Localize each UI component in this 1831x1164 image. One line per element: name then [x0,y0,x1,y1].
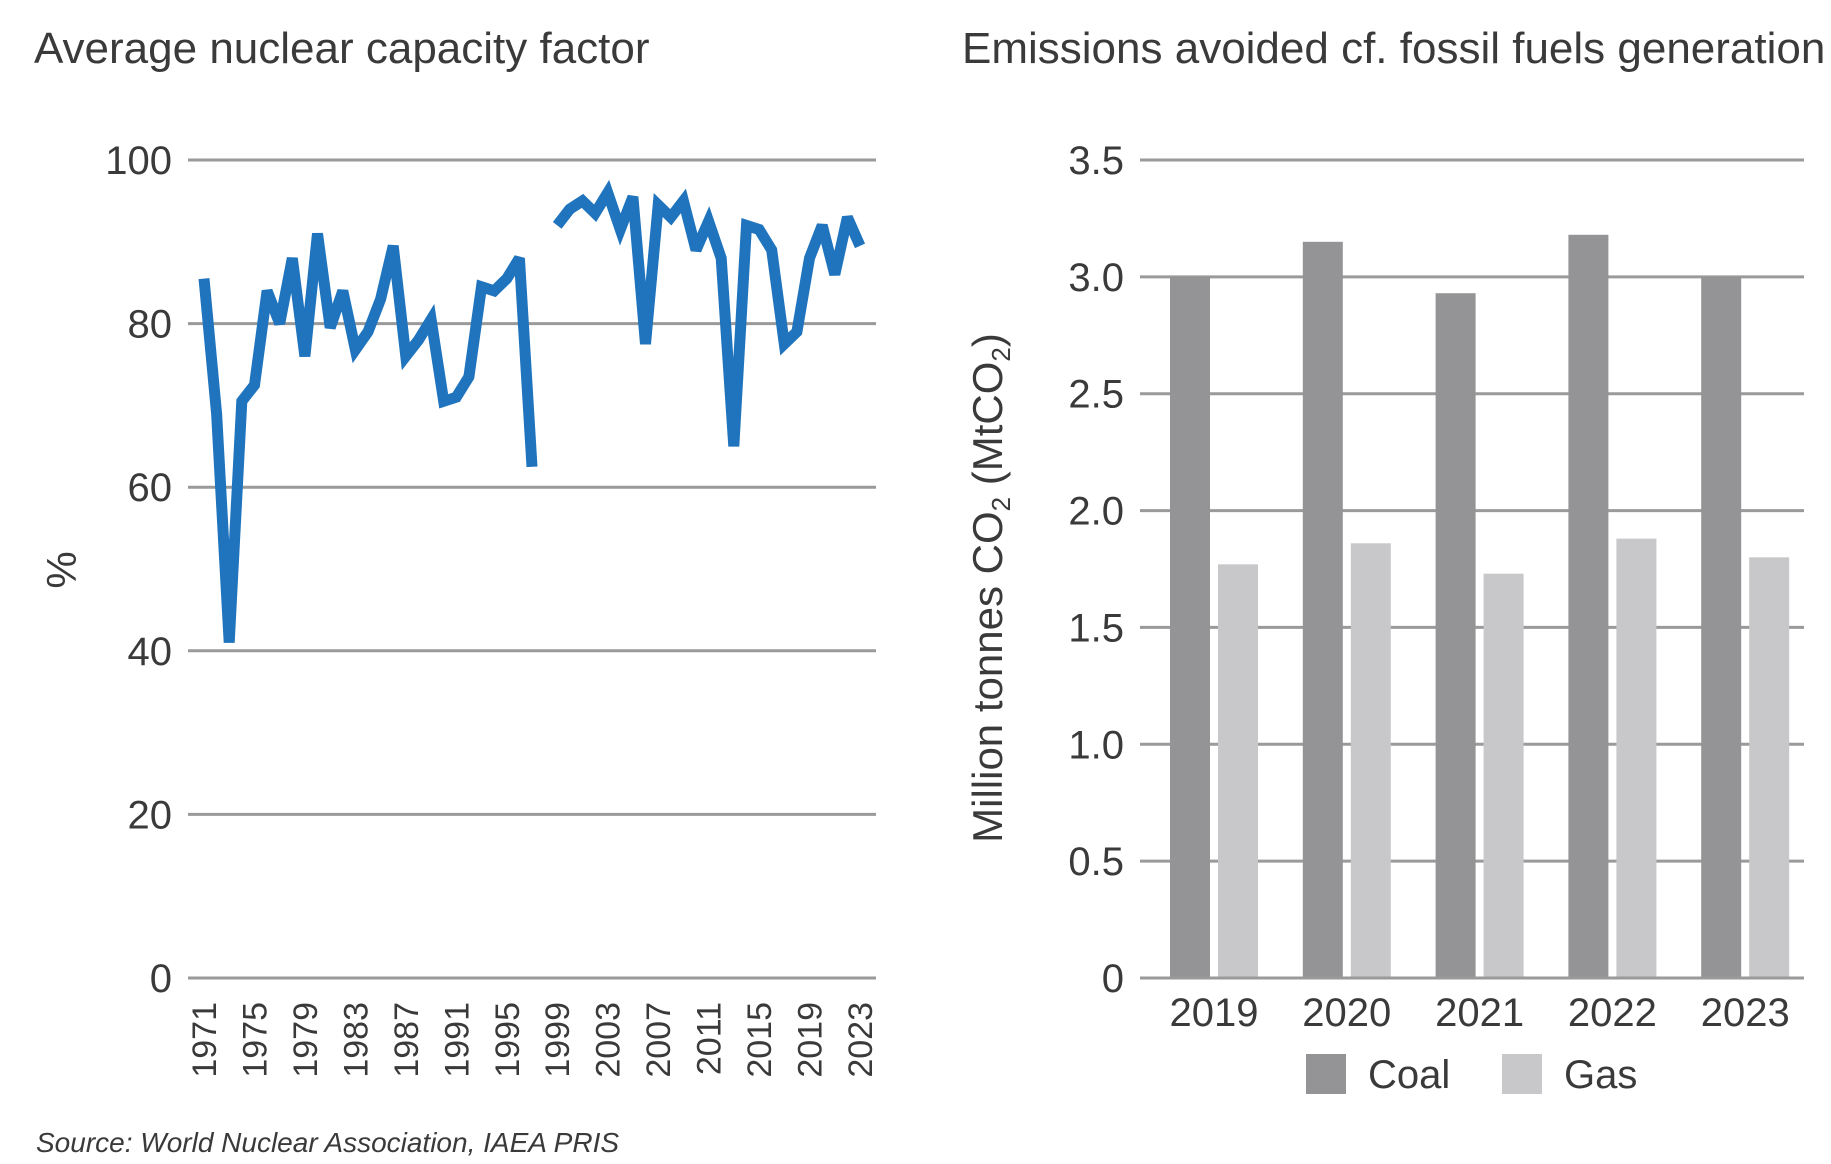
bar-gas-2019 [1218,564,1258,978]
left-x-tick-label: 1995 [489,1002,527,1078]
left-series-line [198,232,538,643]
left-chart-title: Average nuclear capacity factor [34,24,650,73]
left-y-tick-label: 80 [128,303,173,347]
right-y-tick-label: 0 [1102,957,1124,1001]
right-x-tick-label: 2023 [1701,991,1790,1035]
left-y-tick-label: 20 [128,793,173,837]
ylabel-sub2: 2 [986,347,1016,361]
left-chart-series [198,179,866,643]
left-x-tick-label: 1971 [186,1002,224,1078]
left-chart-x-ticks: 1971 1975 1979 1983 1987 1991 1995 1999 2003 2007… [186,1002,880,1078]
ylabel-sub1: 2 [986,497,1016,511]
left-x-tick-label: 2019 [792,1002,830,1078]
right-y-tick-label: 1.5 [1068,606,1124,650]
ylabel-paren-open: (MtCO [964,362,1011,497]
left-x-tick-label: 1987 [388,1002,426,1078]
right-y-tick-label: 2.0 [1068,490,1124,534]
left-x-tick-label: 2007 [640,1002,678,1078]
right-x-tick-label: 2021 [1435,991,1524,1035]
left-x-tick-label: 1999 [539,1002,577,1078]
right-x-tick-label: 2022 [1568,991,1657,1035]
legend-label-coal: Coal [1368,1053,1450,1097]
left-y-tick-label: 40 [128,630,173,674]
right-y-tick-label: 3.0 [1068,256,1124,300]
left-x-tick-label: 1979 [287,1002,325,1078]
bar-coal-2021 [1435,293,1476,978]
bar-gas-2021 [1483,573,1524,978]
right-y-tick-label: 2.5 [1068,373,1124,417]
bar-coal-2023 [1701,276,1742,978]
left-x-tick-label: 1991 [438,1002,476,1078]
left-series-line [552,179,866,447]
right-chart-title: Emissions avoided cf. fossil fuels gener… [962,24,1825,73]
left-y-tick-label: 0 [150,957,172,1001]
bar-gas-2022 [1616,538,1657,978]
right-y-tick-label: 0.5 [1068,840,1124,884]
left-x-tick-label: 2011 [691,1002,729,1075]
bar-coal-2022 [1568,234,1609,978]
right-chart-legend: Coal Gas [1306,1053,1637,1097]
ylabel-paren-close: ) [964,333,1011,347]
left-chart-y-ticks: 0 20 40 60 80 100 [105,139,172,1001]
ylabel-main: Million tonnes CO [964,511,1011,842]
bar-coal-2020 [1302,241,1343,979]
right-chart-x-ticks: 2019 2020 2021 2022 2023 [1170,991,1790,1035]
left-x-tick-label: 1975 [236,1002,274,1078]
left-y-tick-label: 100 [105,139,172,183]
legend-swatch-gas [1502,1054,1542,1094]
right-chart-y-ticks: 0 0.5 1.0 1.5 2.0 2.5 3.0 3.5 [1068,139,1124,1001]
left-x-tick-label: 2023 [842,1002,880,1078]
legend-label-gas: Gas [1564,1053,1637,1097]
right-x-tick-label: 2020 [1302,991,1391,1035]
left-y-tick-label: 60 [128,466,173,510]
bar-coal-2019 [1170,276,1210,978]
left-x-tick-label: 2003 [590,1002,628,1078]
right-chart-bars [1140,234,1804,980]
left-x-tick-label: 1983 [337,1002,375,1078]
bar-gas-2023 [1749,557,1790,978]
left-chart-y-axis-label: % [38,551,85,588]
right-y-tick-label: 1.0 [1068,723,1124,767]
left-x-tick-label: 2015 [741,1002,779,1078]
source-note: Source: World Nuclear Association, IAEA … [36,1127,619,1158]
bar-gas-2020 [1350,543,1391,978]
legend-swatch-coal [1306,1054,1346,1094]
right-y-tick-label: 3.5 [1068,139,1124,183]
right-chart-y-axis-label: Million tonnes CO2 (MtCO2) [964,333,1016,843]
right-x-tick-label: 2019 [1170,991,1259,1035]
